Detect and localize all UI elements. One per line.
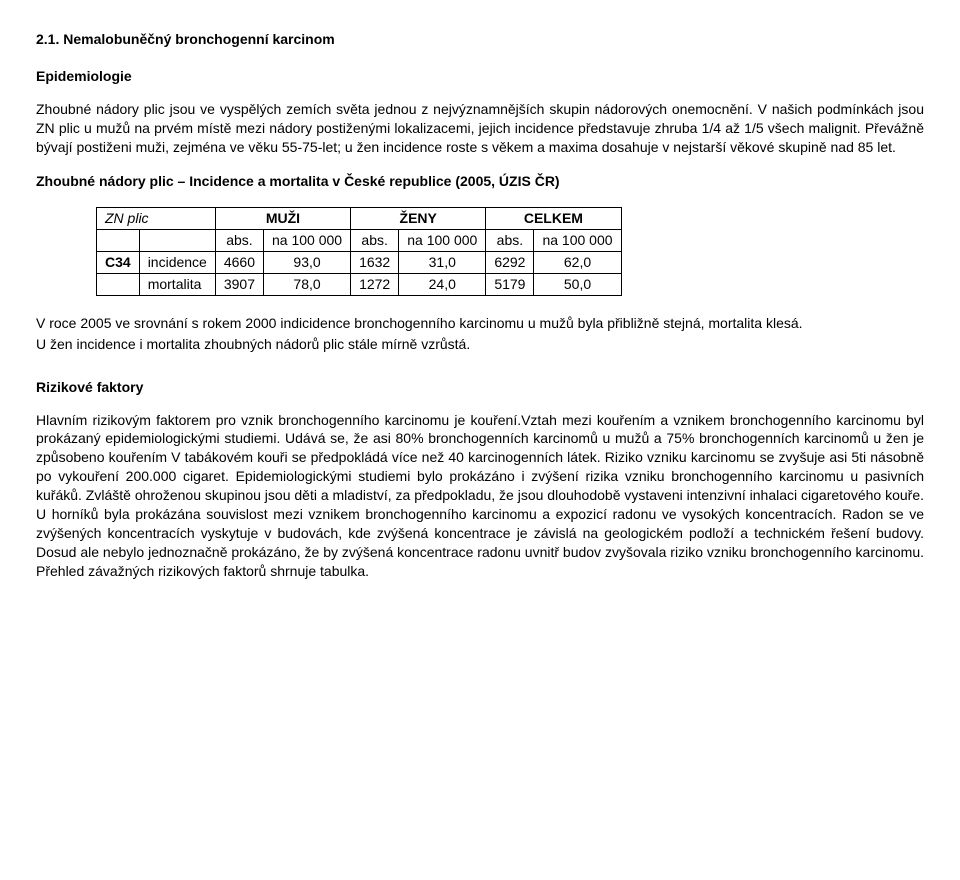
table-header-row-2: abs. na 100 000 abs. na 100 000 abs. na … (97, 230, 622, 252)
blank-cell (139, 230, 215, 252)
incidence-table: ZN plic MUŽI ŽENY CELKEM abs. na 100 000… (96, 207, 622, 296)
cell-value: 3907 (215, 274, 263, 296)
cell-value: 5179 (486, 274, 534, 296)
section-title: 2.1. Nemalobuněčný bronchogenní karcinom (36, 30, 924, 49)
subheading-epidemiology: Epidemiologie (36, 67, 924, 86)
subhead-abs: abs. (215, 230, 263, 252)
paragraph-3b: U žen incidence i mortalita zhoubných ná… (36, 335, 924, 354)
col-header-men: MUŽI (215, 208, 350, 230)
col-header-women: ŽENY (351, 208, 486, 230)
row-label: mortalita (139, 274, 215, 296)
subhead-abs: abs. (486, 230, 534, 252)
cell-value: 31,0 (399, 252, 486, 274)
cell-value: 78,0 (264, 274, 351, 296)
cell-value: 24,0 (399, 274, 486, 296)
col-header-total: CELKEM (486, 208, 621, 230)
incidence-table-wrap: ZN plic MUŽI ŽENY CELKEM abs. na 100 000… (96, 207, 924, 296)
subhead-rate: na 100 000 (399, 230, 486, 252)
paragraph-3: V roce 2005 ve srovnání s rokem 2000 ind… (36, 314, 924, 333)
col-header-znplic: ZN plic (97, 208, 216, 230)
cell-value: 1632 (351, 252, 399, 274)
table-header-row-1: ZN plic MUŽI ŽENY CELKEM (97, 208, 622, 230)
row-code (97, 274, 140, 296)
row-label: incidence (139, 252, 215, 274)
paragraph-4: Hlavním rizikovým faktorem pro vznik bro… (36, 411, 924, 581)
subhead-rate: na 100 000 (534, 230, 621, 252)
subhead-rate: na 100 000 (264, 230, 351, 252)
subheading-risk-factors: Rizikové faktory (36, 378, 924, 397)
cell-value: 1272 (351, 274, 399, 296)
row-code: C34 (97, 252, 140, 274)
cell-value: 62,0 (534, 252, 621, 274)
cell-value: 93,0 (264, 252, 351, 274)
subhead-abs: abs. (351, 230, 399, 252)
table-row: mortalita 3907 78,0 1272 24,0 5179 50,0 (97, 274, 622, 296)
paragraph-1: Zhoubné nádory plic jsou ve vyspělých ze… (36, 100, 924, 157)
cell-value: 6292 (486, 252, 534, 274)
table-caption: Zhoubné nádory plic – Incidence a mortal… (36, 172, 924, 191)
cell-value: 4660 (215, 252, 263, 274)
blank-cell (97, 230, 140, 252)
table-row: C34 incidence 4660 93,0 1632 31,0 6292 6… (97, 252, 622, 274)
cell-value: 50,0 (534, 274, 621, 296)
